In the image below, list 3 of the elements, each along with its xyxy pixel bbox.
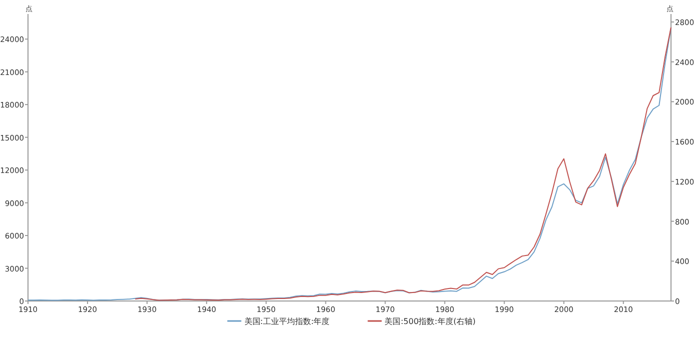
legend-label: 美国:工业平均指数:年度 <box>244 317 330 326</box>
legend-label: 美国:500指数:年度(右轴) <box>384 317 476 326</box>
line-series <box>134 26 672 301</box>
